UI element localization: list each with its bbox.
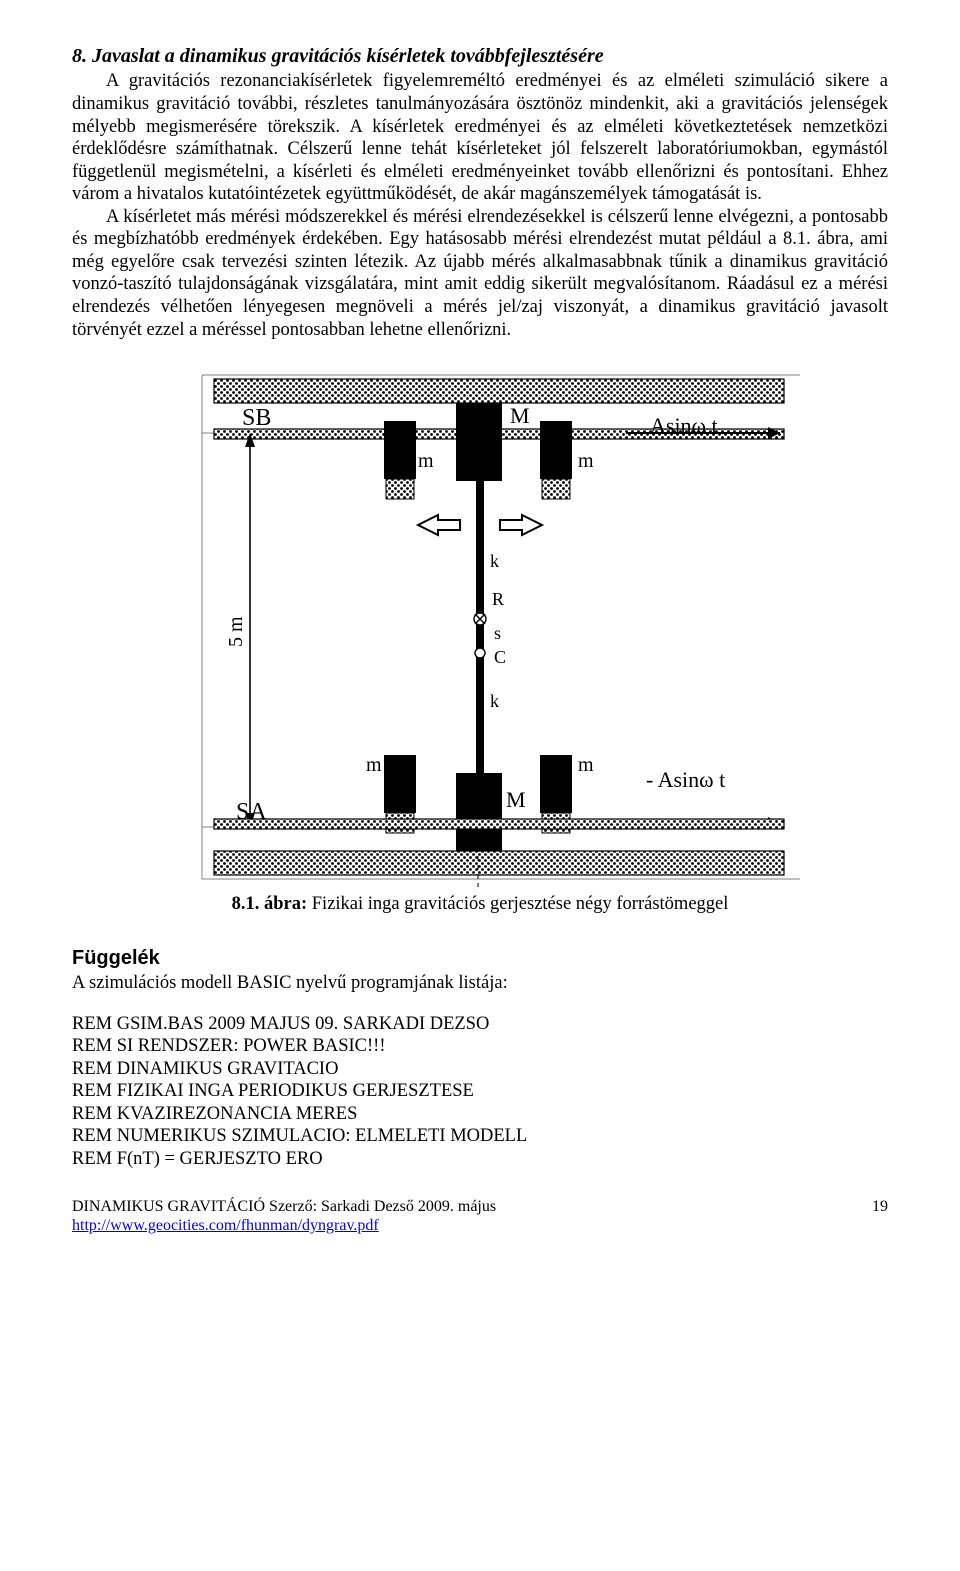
- footer-link[interactable]: http://www.geocities.com/fhunman/dyngrav…: [72, 1217, 379, 1234]
- appendix-intro: A szimulációs modell BASIC nyelvű progra…: [72, 972, 888, 995]
- label-s: s: [494, 623, 501, 643]
- figure-8-1: SB M m m Asinω t k R s: [72, 367, 888, 916]
- label-m-top-right: m: [578, 450, 594, 472]
- code-line: REM KVAZIREZONANCIA MERES: [72, 1103, 888, 1126]
- paragraph-1: A gravitációs rezonanciakísérletek figye…: [72, 70, 888, 205]
- label-R: R: [492, 589, 504, 609]
- label-k-bot: k: [490, 691, 499, 711]
- code-line: REM SI RENDSZER: POWER BASIC!!!: [72, 1035, 888, 1058]
- label-sa: SA: [236, 799, 267, 825]
- section-title: 8. Javaslat a dinamikus gravitációs kísé…: [72, 44, 888, 68]
- label-5m: 5 m: [225, 616, 247, 647]
- appendix-title: Függelék: [72, 946, 888, 970]
- code-line: REM NUMERIKUS SZIMULACIO: ELMELETI MODEL…: [72, 1125, 888, 1148]
- label-M-bot: M: [506, 787, 526, 812]
- figure-caption-text: Fizikai inga gravitációs gerjesztése nég…: [307, 894, 728, 914]
- figure-caption-lead: 8.1. ábra:: [232, 894, 308, 914]
- paragraph-2: A kísérletet más mérési módszerekkel és …: [72, 206, 888, 341]
- label-m-bot-left: m: [366, 754, 382, 776]
- code-line: REM FIZIKAI INGA PERIODIKUS GERJESZTESE: [72, 1080, 888, 1103]
- code-line: REM F(nT) = GERJESZTO ERO: [72, 1148, 888, 1171]
- label-asin-top: Asinω t: [650, 413, 718, 438]
- label-C: C: [494, 647, 506, 667]
- footer-text: DINAMIKUS GRAVITÁCIÓ Szerző: Sarkadi Dez…: [72, 1198, 496, 1215]
- figure-caption: 8.1. ábra: Fizikai inga gravitációs gerj…: [72, 893, 888, 916]
- page-footer: DINAMIKUS GRAVITÁCIÓ Szerző: Sarkadi Dez…: [72, 1197, 888, 1236]
- label-k-top: k: [490, 551, 499, 571]
- label-sb: SB: [242, 405, 271, 431]
- code-line: REM DINAMIKUS GRAVITACIO: [72, 1058, 888, 1081]
- code-line: REM GSIM.BAS 2009 MAJUS 09. SARKADI DEZS…: [72, 1013, 888, 1036]
- label-m-bot-right: m: [578, 754, 594, 776]
- label-M-top: M: [510, 403, 530, 428]
- page-number: 19: [872, 1197, 888, 1217]
- label-m-top-left: m: [418, 450, 434, 472]
- label-asin-bot: - Asinω t: [646, 767, 725, 792]
